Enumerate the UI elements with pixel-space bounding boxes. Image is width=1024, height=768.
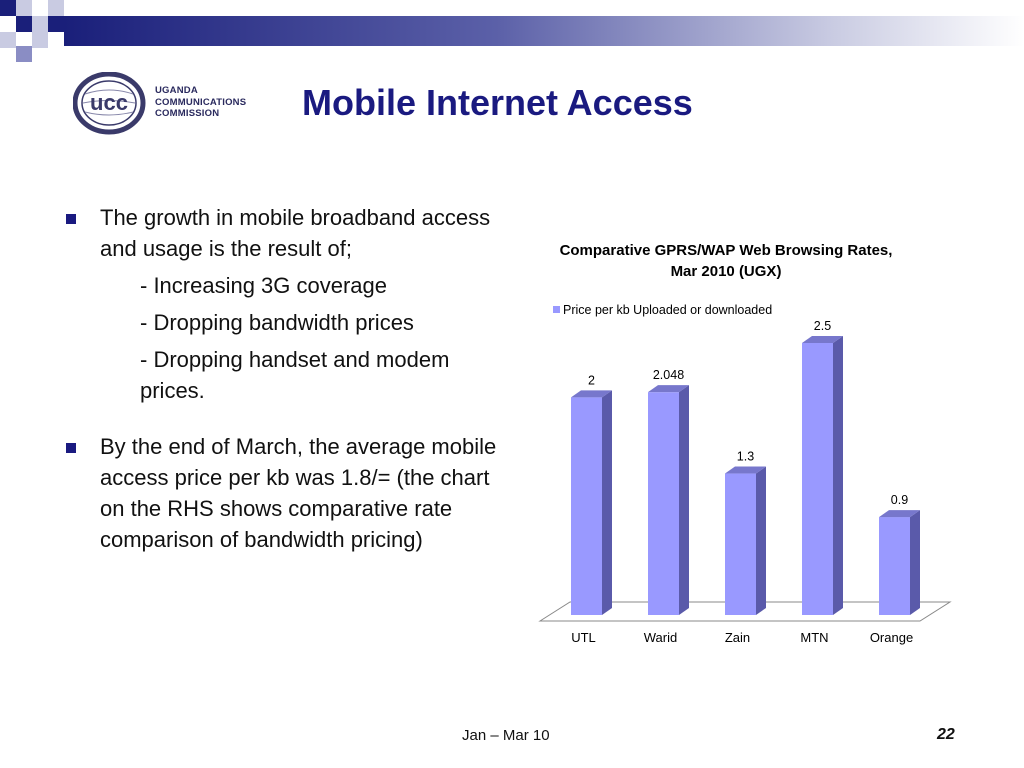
ucc-logo-mark: ucc (73, 72, 146, 135)
slide-title: Mobile Internet Access (302, 82, 693, 123)
bullet-subitem: - Increasing 3G coverage (140, 273, 388, 298)
bullet-square-icon (66, 443, 76, 453)
bullet-text: By the end of March, the average mobile … (100, 434, 497, 552)
bullet-item-average-price: By the end of March, the average mobile … (60, 431, 510, 555)
chart-bar-top (648, 385, 689, 393)
chart-bar-side (679, 385, 689, 615)
ucc-logo-lettering: ucc (90, 90, 128, 115)
chart-bar (879, 510, 920, 615)
decorative-squares (0, 0, 64, 62)
chart-title: Comparative GPRS/WAP Web Browsing Rates, (560, 242, 893, 259)
chart-bar-top (725, 466, 766, 474)
chart-bar-side (756, 466, 766, 615)
logo-line-2: COMMUNICATIONS (155, 96, 247, 108)
legend-label: Price per kb Uploaded or downloaded (563, 303, 772, 317)
chart-data-label: 2 (588, 373, 595, 387)
chart-bar-front (648, 392, 679, 615)
header-gradient-bar (64, 16, 1024, 46)
page-number: 22 (937, 726, 955, 743)
chart-bar-front (879, 517, 910, 615)
chart-data-label: 2.048 (653, 368, 684, 382)
logo-line-1: UGANDA (155, 85, 198, 96)
chart-bar-top (879, 510, 920, 518)
bullet-list: The growth in mobile broadband access an… (60, 202, 510, 555)
ucc-logo: ucc UGANDA COMMUNICATIONS COMMISSION (73, 72, 263, 136)
chart-bar-top (802, 336, 843, 343)
chart-bar-side (910, 510, 920, 615)
chart-bar-side (602, 390, 612, 615)
chart-bar (802, 336, 843, 615)
chart-bar-front (725, 473, 756, 615)
legend-swatch (553, 306, 560, 313)
bullet-square-icon (66, 214, 76, 224)
chart-x-tick-label: Zain (725, 630, 750, 645)
chart-bar (725, 466, 766, 615)
chart-x-tick-label: MTN (800, 630, 828, 645)
chart-x-tick-label: UTL (571, 630, 596, 645)
price-bar-chart: Comparative GPRS/WAP Web Browsing Rates,… (538, 242, 952, 645)
chart-title-line-2: Mar 2010 (UGX) (671, 263, 782, 280)
footer-date: Jan – Mar 10 (462, 727, 550, 744)
header-decoration (0, 0, 1024, 62)
chart-data-label: 1.3 (737, 450, 754, 464)
chart-bar (571, 390, 612, 615)
chart-bar-top (571, 390, 612, 398)
ucc-logo-text: UGANDA COMMUNICATIONS COMMISSION (155, 85, 246, 120)
chart-bar-front (571, 397, 602, 615)
logo-line-3: COMMISSION (155, 108, 220, 119)
bullet-text: The growth in mobile broadband access an… (100, 205, 491, 261)
chart-bar (648, 385, 689, 615)
bullet-subitem: - Dropping bandwidth prices (140, 310, 414, 335)
chart-data-label: 2.5 (814, 319, 831, 333)
chart-x-tick-label: Warid (644, 630, 677, 645)
bullet-item-growth: The growth in mobile broadband access an… (60, 202, 510, 406)
chart-x-tick-label: Orange (870, 630, 913, 645)
bullet-subitem: - Dropping handset and modem prices. (140, 347, 450, 403)
chart-bar-side (833, 336, 843, 615)
chart-data-label: 0.9 (891, 493, 908, 507)
chart-bar-front (802, 343, 833, 615)
